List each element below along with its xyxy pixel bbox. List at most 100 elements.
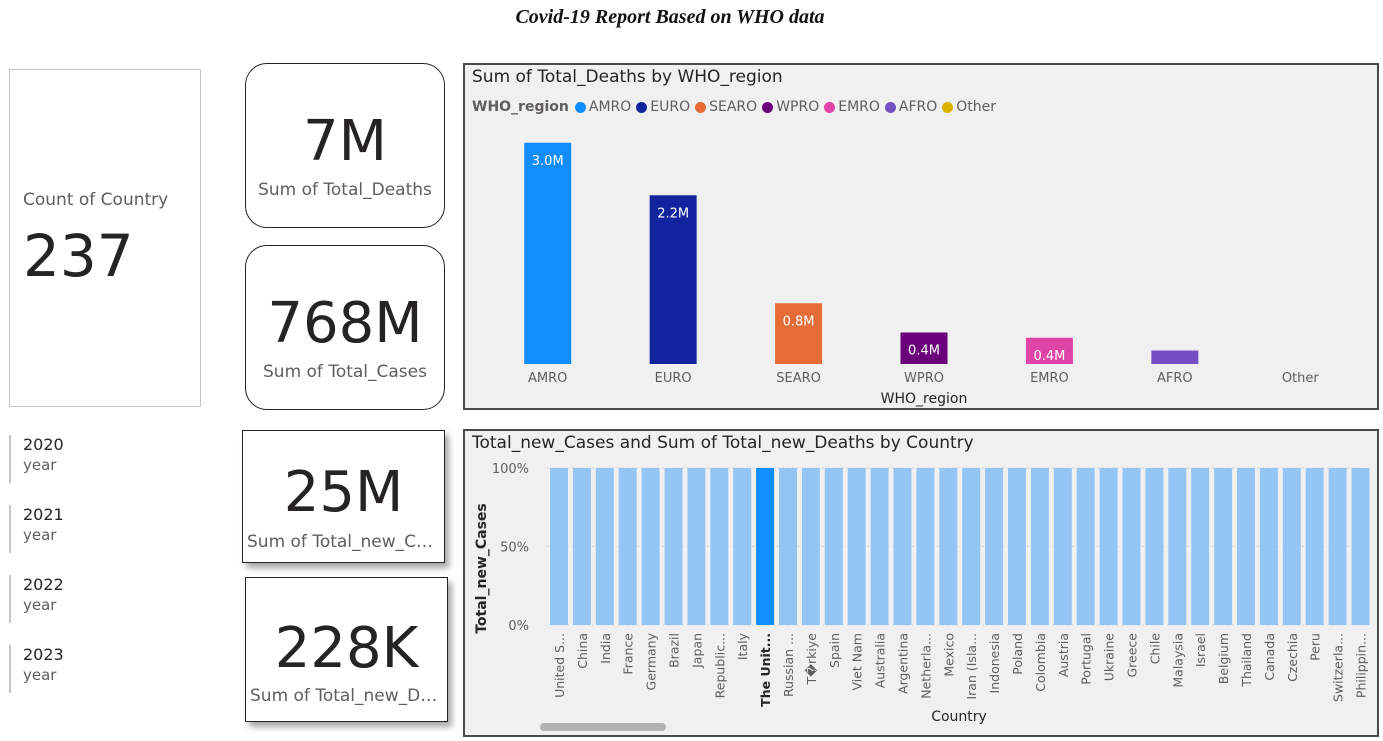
bar-emro[interactable] xyxy=(1025,337,1073,364)
bar-country[interactable] xyxy=(550,468,568,625)
legend-item-afro[interactable]: AFRO xyxy=(884,99,938,115)
bar-data-label: 0.4M xyxy=(908,344,940,359)
legend-label: SEARO xyxy=(709,99,758,115)
bar-country[interactable] xyxy=(1168,468,1187,625)
x-tick-label: Czechia xyxy=(1285,633,1300,682)
bar-country[interactable] xyxy=(1214,468,1233,625)
bar-country[interactable] xyxy=(962,468,981,625)
new-deaths-label: Sum of Total_new_Dea... xyxy=(250,686,447,706)
x-tick-label: EURO xyxy=(655,371,692,386)
bar-country[interactable] xyxy=(1305,468,1324,625)
total-cases-card[interactable]: 768M Sum of Total_Cases xyxy=(245,245,445,410)
new-deaths-card[interactable]: 228K Sum of Total_new_Dea... xyxy=(245,577,448,722)
x-tick-label: Portugal xyxy=(1079,633,1094,685)
bar-country[interactable] xyxy=(1030,468,1049,625)
bar-country[interactable] xyxy=(870,468,889,625)
legend-dot-icon xyxy=(574,101,586,113)
total-cases-label: Sum of Total_Cases xyxy=(263,362,427,382)
x-tick-label: India xyxy=(598,633,613,664)
bar-country[interactable] xyxy=(1076,468,1095,625)
bar-wpro[interactable] xyxy=(900,332,948,365)
bar-country[interactable] xyxy=(572,468,591,625)
legend-item-wpro[interactable]: WPRO xyxy=(762,99,819,115)
x-tick-label: Iran (Isla... xyxy=(964,633,979,700)
bar-data-label: 2.2M xyxy=(657,206,689,221)
bar-country[interactable] xyxy=(618,468,637,625)
bar-euro[interactable] xyxy=(649,195,697,364)
legend-label: AMRO xyxy=(588,99,632,115)
legend-item-euro[interactable]: EURO xyxy=(636,99,690,115)
legend-item-searo[interactable]: SEARO xyxy=(695,99,757,115)
bar-country[interactable] xyxy=(1053,468,1072,625)
bar-country[interactable] xyxy=(939,468,958,625)
y-tick-label: 100% xyxy=(492,462,529,477)
year-slicer-item-2022[interactable]: 2022 year xyxy=(9,575,129,623)
year-slicer-item-2021[interactable]: 2021 year xyxy=(9,505,129,553)
x-tick-label: Chile xyxy=(1147,633,1162,665)
x-tick-label: Germany xyxy=(644,632,659,690)
country-count-value: 237 xyxy=(23,222,134,290)
chart-legend: WHO_region AMRO EURO SEARO WPRO EMRO AFRO Othe… xyxy=(472,99,1001,115)
x-tick-label: Spain xyxy=(827,633,842,668)
legend-item-other[interactable]: Other xyxy=(942,99,996,115)
bar-country[interactable] xyxy=(710,468,729,625)
legend-label: WPRO xyxy=(776,99,820,115)
bar-country[interactable] xyxy=(801,468,820,625)
year-label: year xyxy=(23,456,57,474)
new-cases-by-country-chart[interactable]: Total_new_Cases and Sum of Total_new_Dea… xyxy=(463,429,1379,737)
x-tick-label: Philippin... xyxy=(1354,633,1369,698)
bar-country[interactable] xyxy=(1351,468,1370,625)
legend-item-amro[interactable]: AMRO xyxy=(574,99,632,115)
chart-title: Total_new_Cases and Sum of Total_new_Dea… xyxy=(472,433,974,453)
bar-afro[interactable] xyxy=(1151,350,1199,365)
year-label: year xyxy=(23,526,57,544)
year-value: 2022 xyxy=(23,575,64,594)
bar-country[interactable] xyxy=(1191,468,1210,625)
bar-country[interactable] xyxy=(664,468,683,625)
bar-country[interactable] xyxy=(985,468,1004,625)
bar-country[interactable] xyxy=(1145,468,1164,625)
bar-country[interactable] xyxy=(1328,468,1347,625)
bar-country[interactable] xyxy=(641,468,660,625)
bar-country[interactable] xyxy=(1008,468,1026,625)
horizontal-scrollbar[interactable] xyxy=(540,723,666,731)
new-cases-card[interactable]: 25M Sum of Total_new_Cases xyxy=(242,430,445,563)
bar-country[interactable] xyxy=(1237,468,1255,625)
bar-country[interactable] xyxy=(733,468,752,625)
x-tick-label: Switzerla... xyxy=(1331,633,1346,702)
x-axis-title: Country xyxy=(931,709,987,725)
x-tick-label: Israel xyxy=(1193,633,1208,667)
legend-label: Other xyxy=(956,99,997,115)
total-cases-value: 768M xyxy=(267,291,423,356)
x-tick-label: Malaysia xyxy=(1170,633,1185,688)
bar-country[interactable] xyxy=(595,468,614,625)
bar-country[interactable] xyxy=(1122,468,1141,625)
bar-country[interactable] xyxy=(779,468,797,625)
bar-data-label: 0.4M xyxy=(1033,349,1065,364)
bar-country[interactable] xyxy=(687,468,706,625)
x-tick-label: Ukraine xyxy=(1102,633,1117,682)
total-deaths-card[interactable]: 7M Sum of Total_Deaths xyxy=(245,63,445,228)
deaths-by-region-chart[interactable]: Sum of Total_Deaths by WHO_region WHO_re… xyxy=(463,63,1379,410)
x-tick-label: Argentina xyxy=(896,633,911,694)
bar-country[interactable] xyxy=(1099,468,1118,625)
bar-country[interactable] xyxy=(756,468,775,625)
bar-country[interactable] xyxy=(1282,468,1301,625)
bar-country[interactable] xyxy=(893,468,912,625)
year-slicer-item-2020[interactable]: 2020 year xyxy=(9,435,129,483)
legend-label: AFRO xyxy=(898,99,938,115)
country-count-card[interactable]: Count of Country 237 xyxy=(9,69,201,407)
total-deaths-value: 7M xyxy=(303,109,387,174)
x-tick-label: Brazil xyxy=(667,633,682,668)
country-count-label: Count of Country xyxy=(23,190,169,210)
legend-item-emro[interactable]: EMRO xyxy=(824,99,880,115)
bar-amro[interactable] xyxy=(524,142,572,364)
y-tick-label: 0% xyxy=(508,619,529,634)
bar-country[interactable] xyxy=(847,468,866,625)
bar-country[interactable] xyxy=(916,468,935,625)
bar-searo[interactable] xyxy=(775,303,823,364)
bar-country[interactable] xyxy=(1259,468,1278,625)
year-slicer-item-2023[interactable]: 2023 year xyxy=(9,645,129,693)
legend-dot-icon xyxy=(695,101,707,113)
bar-country[interactable] xyxy=(824,468,843,625)
